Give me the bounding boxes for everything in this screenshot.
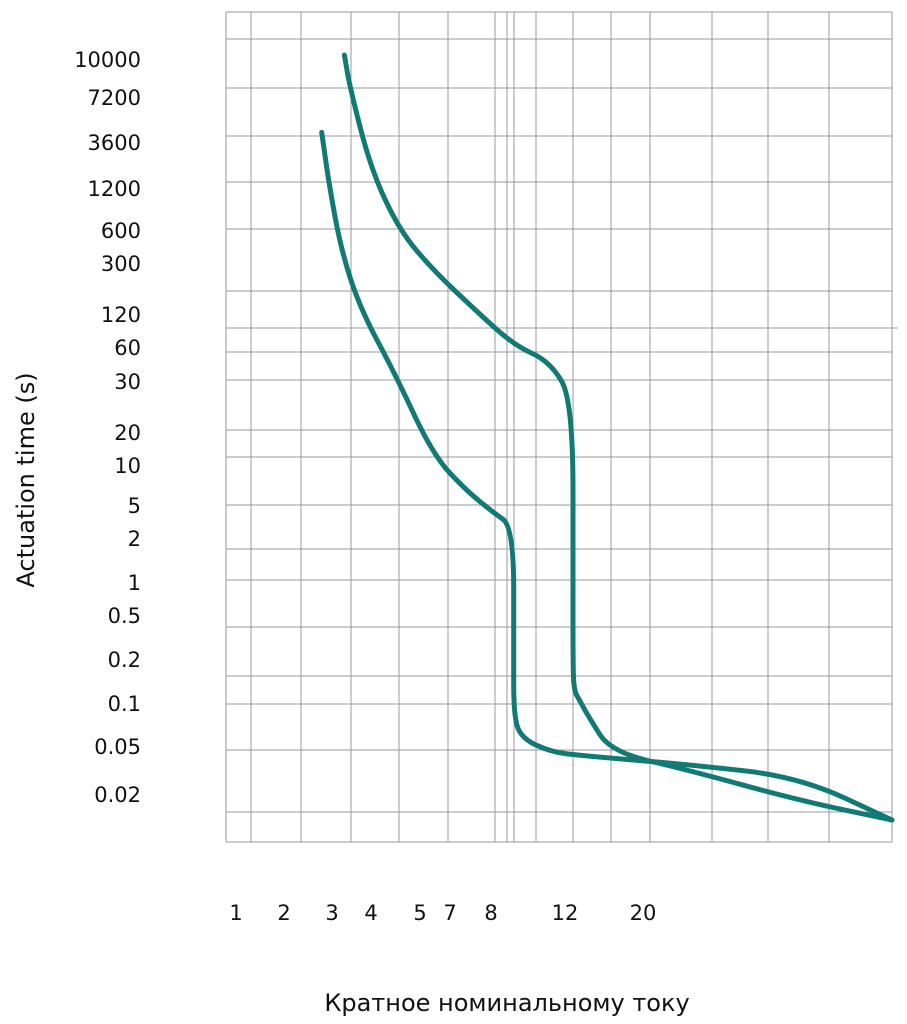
x-tick-label: 7 [443,901,456,925]
y-tick-labels: 10000 7200 3600 1200 600 300 120 60 30 2… [74,48,141,807]
x-tick-label: 4 [364,901,377,925]
y-tick-label: 120 [101,303,141,327]
y-tick-label: 300 [101,252,141,276]
x-tick-label: 2 [277,901,290,925]
y-tick-label: 0.05 [94,735,141,759]
y-tick-label: 1200 [88,177,141,201]
y-tick-label: 10000 [74,48,141,72]
y-tick-label: 0.1 [108,692,141,716]
x-tick-label: 12 [552,901,579,925]
x-axis-title: Кратное номинальному току [324,989,689,1017]
y-tick-label: 30 [114,370,141,394]
y-axis-title: Actuation time (s) [12,372,40,587]
y-tick-label: 1 [128,571,141,595]
lower-trip-curve [319,129,895,823]
x-tick-label: 5 [413,901,426,925]
y-tick-label: 0.02 [94,783,141,807]
y-tick-label: 2 [128,527,141,551]
y-tick-label: 60 [114,336,141,360]
grid [225,11,898,843]
y-tick-label: 20 [114,421,141,445]
y-tick-label: 5 [128,494,141,518]
x-tick-label: 8 [484,901,497,925]
x-tick-label: 3 [325,901,338,925]
y-tick-label: 3600 [88,131,141,155]
y-tick-label: 0.2 [108,648,141,672]
curves [319,52,895,823]
y-tick-label: 0.5 [108,604,141,628]
upper-trip-curve [341,52,895,823]
y-tick-label: 7200 [88,86,141,110]
x-tick-labels: 1 2 3 4 5 7 8 12 20 [229,901,656,925]
x-tick-label: 1 [229,901,242,925]
x-tick-label: 20 [630,901,657,925]
y-tick-label: 600 [101,219,141,243]
y-tick-label: 10 [114,454,141,478]
